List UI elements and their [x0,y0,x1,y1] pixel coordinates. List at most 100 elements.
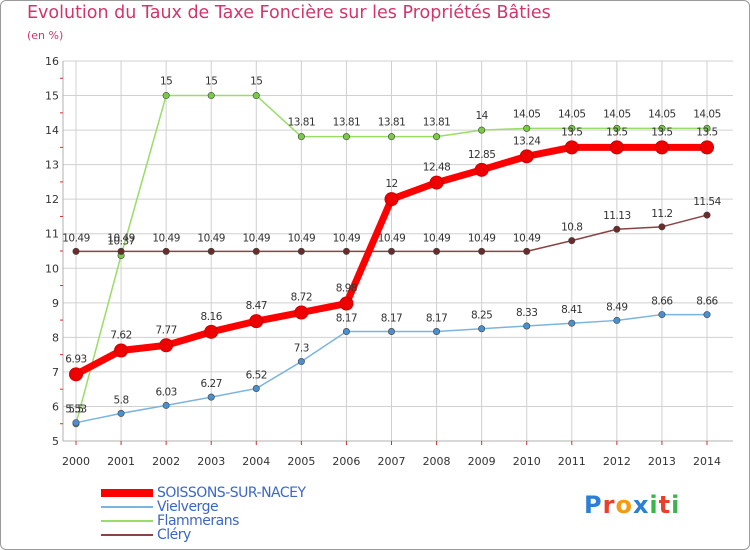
data-label: 11.13 [603,210,631,222]
data-label: 10.49 [152,232,180,244]
data-label: 8.25 [471,310,492,322]
data-label: 6.03 [155,386,176,398]
data-label: 10.49 [513,232,541,244]
data-point [249,314,264,329]
data-point [613,316,621,324]
data-point [387,247,395,255]
legend-label: SOISSONS-SUR-NACEY [157,485,306,501]
data-point [478,126,486,134]
data-label: 5.53 [65,404,86,416]
data-label: 5.5 [68,404,83,416]
data-label: 13.24 [513,135,541,147]
data-point [613,225,621,233]
data-point [207,393,215,401]
x-tick-label: 2000 [62,455,90,468]
y-tick-label: 12 [45,193,59,206]
data-point [474,162,489,177]
y-tick-label: 6 [52,400,59,413]
legend-label: Vielverge [157,499,219,515]
data-point [703,124,711,132]
data-point [207,92,215,100]
data-point [613,124,621,132]
data-point [478,247,486,255]
data-point [703,211,711,219]
data-label: 14.05 [558,108,586,120]
data-label: 11.54 [693,196,721,208]
y-tick-label: 11 [45,228,59,241]
logo-letter: i [649,491,659,519]
data-point [162,401,170,409]
data-label: 10.49 [243,232,271,244]
data-label: 8.66 [696,296,718,308]
y-tick-label: 15 [45,90,59,103]
series-soissons-sur-nacey [69,140,714,382]
data-point [568,319,576,327]
y-tick-label: 13 [45,159,59,172]
legend-label: Flammerans [157,513,239,529]
data-point [568,237,576,245]
data-label: 8.98 [336,283,357,295]
data-label: 14.05 [603,108,631,120]
data-label: 8.47 [246,300,267,312]
x-tick-label: 2002 [152,455,180,468]
data-point [204,324,219,339]
data-label: 7.3 [294,343,309,355]
x-tick-label: 2009 [468,455,496,468]
data-label: 6.93 [65,353,86,365]
x-tick-label: 2010 [513,455,541,468]
y-tick-label: 5 [52,435,59,448]
data-point [478,325,486,333]
data-point [387,133,395,141]
x-tick-label: 2008 [423,455,451,468]
data-point [564,140,579,155]
x-tick-label: 2012 [603,455,631,468]
chart-subtitle: (en %) [27,29,64,42]
data-point [252,384,260,392]
data-point [568,124,576,132]
data-label: 13.5 [651,126,672,138]
series-vielverge [72,311,711,427]
logo-letter: P [584,491,603,519]
data-point [69,367,83,382]
data-label: 8.17 [381,312,402,324]
data-point [207,247,215,255]
data-label: 8.72 [291,291,312,303]
data-point [342,133,350,141]
data-point [297,358,305,366]
data-point [523,124,531,132]
data-point [297,247,305,255]
data-label: 5.8 [113,394,128,406]
data-label: 10.49 [468,232,496,244]
legend-swatch [101,534,153,536]
data-label: 14 [475,110,488,122]
data-point [159,338,174,353]
data-label: 13.81 [288,117,316,129]
logo-letter: t [658,491,672,519]
legend-label: Cléry [157,527,191,543]
data-label: 10.8 [561,222,582,234]
data-label: 12.48 [423,162,451,174]
data-label: 13.81 [333,117,361,129]
x-tick-label: 2003 [197,455,225,468]
y-tick-label: 16 [45,55,59,68]
data-label: 11.2 [651,208,672,220]
x-tick-label: 2001 [107,455,135,468]
data-label: 15 [160,76,172,88]
data-point [658,311,666,319]
data-point [433,327,441,335]
data-label: 12 [385,178,397,190]
data-label: 13.5 [696,126,717,138]
x-tick-label: 2013 [648,455,676,468]
data-label: 7.62 [110,329,131,341]
data-label: 14.05 [648,108,676,120]
data-label: 13.5 [606,126,627,138]
data-point [117,247,125,255]
proxiti-logo: Proxiti [584,491,680,519]
data-point [433,247,441,255]
data-point [429,175,444,190]
y-tick-label: 14 [45,124,59,137]
data-point [72,419,80,427]
data-label: 10.49 [107,232,135,244]
